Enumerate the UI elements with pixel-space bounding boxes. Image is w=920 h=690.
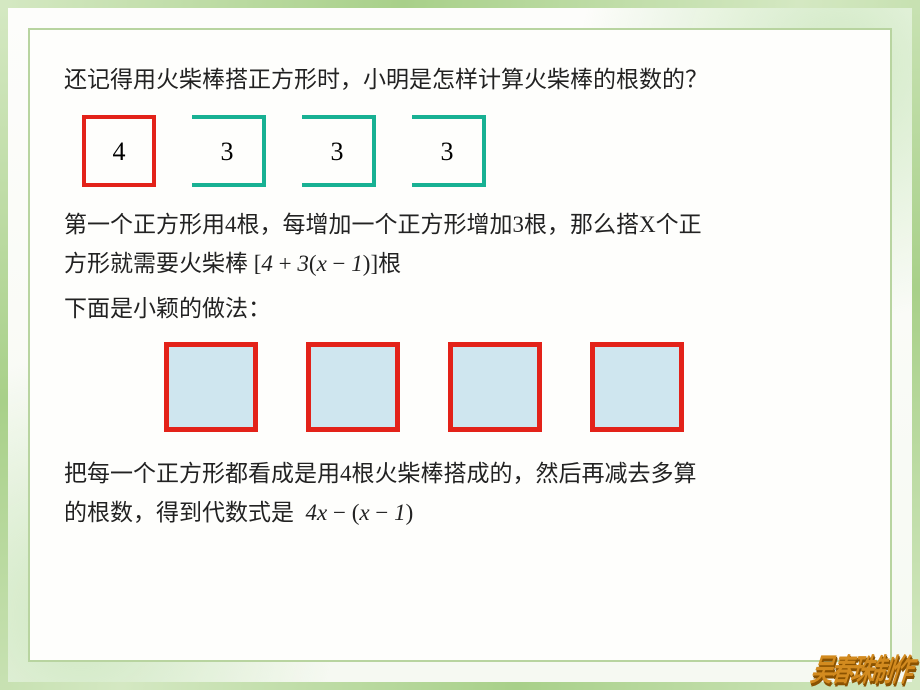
square-2: 3 (192, 115, 266, 187)
square-4: 3 (412, 115, 486, 187)
bottom-squares-row (164, 342, 856, 432)
big-square-1 (164, 342, 258, 432)
big-square-2 (306, 342, 400, 432)
formula-2: 4x − (x − 1) (300, 500, 414, 525)
paragraph-2b-wrap: 方形就需要火柴棒 [4 + 3(x − 1)]根 (64, 248, 856, 279)
slide-content: 还记得用火柴棒搭正方形时，小明是怎样计算火柴棒的根数的？ 4 3 3 3 第一个… (64, 64, 856, 626)
paragraph-4b-wrap: 的根数，得到代数式是 4x − (x − 1) (64, 497, 856, 528)
paragraph-2a: 第一个正方形用4根，每增加一个正方形增加3根，那么搭X个正 (64, 209, 856, 240)
paragraph-4b: 的根数，得到代数式是 (64, 500, 294, 525)
slide-outer-frame: 还记得用火柴棒搭正方形时，小明是怎样计算火柴棒的根数的？ 4 3 3 3 第一个… (0, 0, 920, 690)
paragraph-3: 下面是小颖的做法： (64, 293, 856, 324)
big-square-3 (448, 342, 542, 432)
paragraph-1: 还记得用火柴棒搭正方形时，小明是怎样计算火柴棒的根数的？ (64, 64, 856, 95)
paragraph-4a: 把每一个正方形都看成是用4根火柴棒搭成的，然后再减去多算 (64, 458, 856, 489)
slide-inner-frame: 还记得用火柴棒搭正方形时，小明是怎样计算火柴棒的根数的？ 4 3 3 3 第一个… (28, 28, 892, 662)
big-square-4 (590, 342, 684, 432)
square-3: 3 (302, 115, 376, 187)
top-squares-row: 4 3 3 3 (82, 115, 856, 187)
formula-1: [4 + 3(x − 1)]根 (254, 251, 401, 276)
square-1: 4 (82, 115, 156, 187)
paragraph-2b: 方形就需要火柴棒 (64, 251, 248, 276)
